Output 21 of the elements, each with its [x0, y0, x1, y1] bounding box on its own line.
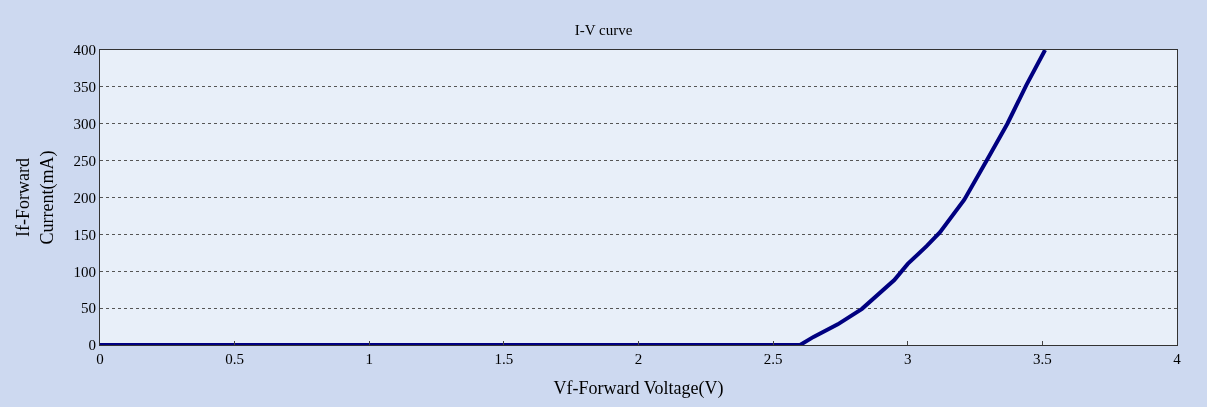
- y-tick-label: 200: [73, 189, 96, 206]
- y-axis-title: If-Forward Current(mA): [13, 150, 58, 245]
- x-tick-label: 3.5: [1033, 351, 1052, 367]
- x-tick-label: 2.5: [763, 351, 783, 367]
- chart-title: I-V curve: [574, 21, 633, 38]
- x-tick-label: 0.5: [225, 351, 245, 367]
- x-tick-label: 1.5: [494, 351, 514, 367]
- x-tick-label: 1: [365, 351, 373, 367]
- y-tick-label: 150: [73, 226, 96, 243]
- y-tick-label: 0: [88, 337, 96, 354]
- y-tick-label: 250: [73, 152, 96, 169]
- y-tick-label: 400: [73, 42, 96, 59]
- line-series: [100, 50, 1048, 345]
- y-tick-label: 300: [73, 116, 96, 132]
- x-tick-label: 3: [904, 351, 912, 367]
- x-axis-title: Vf-Forward Voltage(V): [553, 378, 724, 400]
- y-tick-label: 50: [81, 300, 96, 317]
- x-tick-label: 2: [634, 351, 643, 367]
- y-tick-label: 100: [73, 263, 96, 280]
- x-tick-label: 4: [1173, 351, 1182, 367]
- y-tick-label: 350: [73, 79, 96, 96]
